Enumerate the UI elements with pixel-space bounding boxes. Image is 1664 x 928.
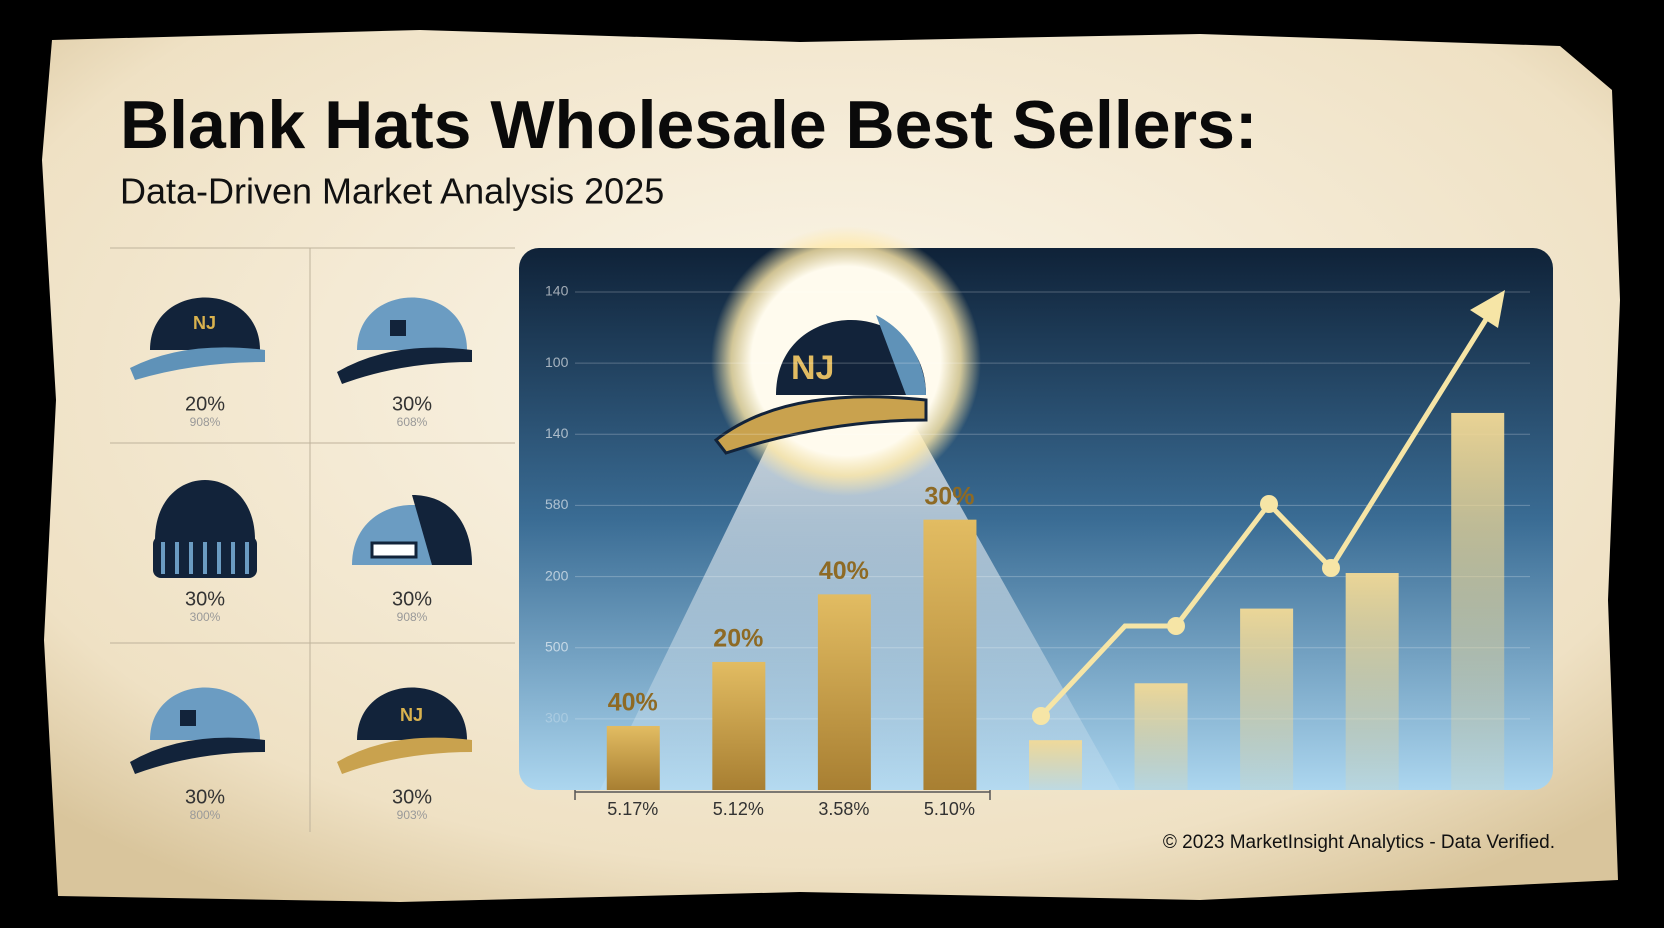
- y-tick-label: 200: [545, 567, 569, 583]
- bar: [1345, 573, 1399, 790]
- bar-annotation: 40%: [819, 557, 869, 585]
- hat-note: 300%: [190, 610, 221, 624]
- bar: [1451, 412, 1505, 790]
- hat-note: 800%: [190, 808, 221, 822]
- trend-arrow: [1470, 290, 1505, 328]
- hat-percent: 30%: [185, 588, 225, 610]
- bar-annotation: 30%: [924, 482, 974, 510]
- hat-note: 608%: [397, 415, 428, 429]
- y-tick-label: 140: [545, 283, 569, 299]
- x-axis-bracket: [574, 790, 991, 800]
- svg-text:NJ: NJ: [193, 313, 216, 333]
- bar: [712, 661, 766, 790]
- bar-annotation: 40%: [608, 689, 658, 717]
- x-tick-label: 5.10%: [924, 799, 975, 819]
- bar-annotation: 20%: [713, 625, 763, 653]
- hat-note: 908%: [190, 415, 221, 429]
- bar: [606, 725, 660, 790]
- cap-icon: [337, 297, 472, 384]
- hat-grid: 20%908%30%608%30%300%30%908%30%800%30%90…: [110, 247, 515, 832]
- y-tick-label: 140: [545, 425, 569, 441]
- hat-percent: 30%: [185, 786, 225, 808]
- bar: [1134, 683, 1188, 790]
- subtitle: Data-Driven Market Analysis 2025: [120, 171, 664, 212]
- trend-points: [1032, 495, 1340, 725]
- cap-icon: [130, 687, 265, 774]
- footer: © 2023 MarketInsight Analytics - Data Ve…: [1163, 832, 1555, 853]
- trend-line: [1039, 303, 1498, 718]
- bar: [817, 594, 871, 790]
- svg-text:NJ: NJ: [400, 705, 423, 725]
- featured-cap: NJ: [713, 315, 928, 455]
- hat-note: 908%: [397, 610, 428, 624]
- x-tick-label: 5.12%: [713, 799, 764, 819]
- chart: 300 500 200 580 140 100 140 40% 20% 40% 30%: [545, 283, 1530, 790]
- cap-back-icon: [352, 495, 472, 565]
- bar: [1029, 740, 1082, 790]
- hat-percent: 30%: [392, 393, 432, 415]
- y-tick-label: 300: [545, 710, 569, 726]
- cap-icon: NJ: [337, 687, 472, 774]
- hat-percent: 30%: [392, 588, 432, 610]
- y-tick-label: 580: [545, 496, 569, 512]
- y-tick-label: 100: [545, 354, 569, 370]
- beanie-icon: [153, 480, 257, 578]
- bar: [1240, 608, 1294, 790]
- cap-icon: NJ: [130, 297, 265, 380]
- bar: [923, 519, 977, 790]
- x-tick-label: 5.17%: [607, 799, 658, 819]
- x-tick-label: 3.58%: [818, 799, 869, 819]
- hat-percent: 20%: [185, 393, 225, 415]
- hat-percent: 30%: [392, 786, 432, 808]
- y-tick-label: 500: [545, 638, 569, 654]
- title: Blank Hats Wholesale Best Sellers:: [120, 87, 1258, 163]
- hat-note: 903%: [397, 808, 428, 822]
- svg-text:NJ: NJ: [791, 349, 834, 387]
